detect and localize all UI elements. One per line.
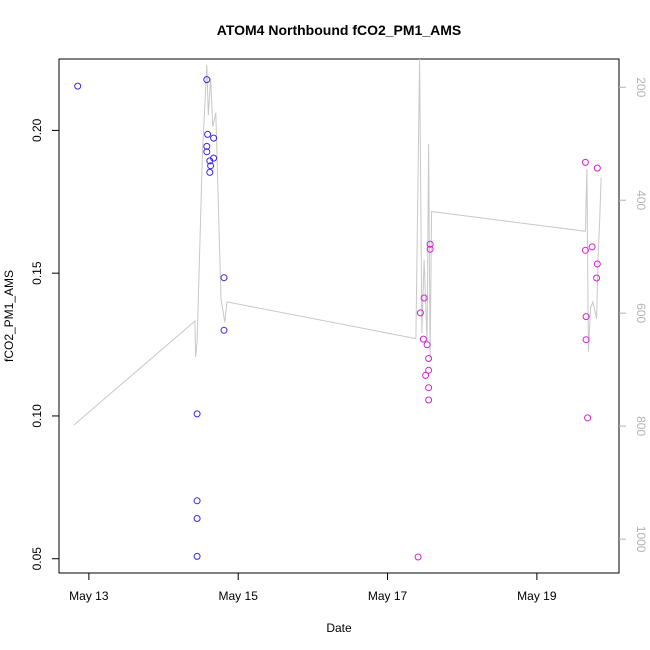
data-point-s1-2 xyxy=(420,294,428,302)
data-point-s1-16 xyxy=(584,414,592,422)
data-point-s0-14 xyxy=(220,274,228,282)
x-axis-label: Date xyxy=(326,621,352,635)
data-point-s1-4 xyxy=(423,341,431,349)
data-point-s1-8 xyxy=(425,384,433,392)
y2-tick-label-4: 1000 xyxy=(634,526,648,553)
data-point-s1-3 xyxy=(419,335,427,343)
axes: 0.05 0.10 0.15 0.20 May 13 May 15 May 17 May 19… xyxy=(30,77,648,603)
data-point-s1-7 xyxy=(425,366,433,374)
plot-marks xyxy=(73,58,602,561)
data-point-s0-12 xyxy=(207,162,215,170)
y-tick-label-1: 0.10 xyxy=(30,404,44,428)
data-point-s1-0 xyxy=(414,553,422,561)
data-point-s1-15 xyxy=(582,336,590,344)
x-tick-label-0: May 13 xyxy=(69,589,109,603)
data-point-s1-9 xyxy=(425,396,433,404)
y-axis-label: fCO2_PM1_AMS xyxy=(2,270,16,362)
secondary-series-line xyxy=(73,58,602,426)
y2-tick-label-1: 400 xyxy=(634,190,648,210)
y-tick-label-3: 0.20 xyxy=(30,118,44,142)
data-point-s0-11 xyxy=(210,134,218,142)
data-point-s0-5 xyxy=(203,76,211,84)
data-point-s0-8 xyxy=(203,148,211,156)
data-point-s1-12 xyxy=(581,158,589,166)
data-point-s0-3 xyxy=(193,515,201,522)
data-point-s0-6 xyxy=(204,130,212,138)
data-point-s0-4 xyxy=(193,552,201,560)
data-point-s0-7 xyxy=(203,142,211,150)
data-point-s1-10 xyxy=(426,240,434,248)
data-point-s0-2 xyxy=(193,497,201,505)
chart-title: ATOM4 Northbound fCO2_PM1_AMS xyxy=(217,22,462,38)
data-point-s1-5 xyxy=(422,371,430,379)
y-tick-label-2: 0.15 xyxy=(30,261,44,285)
data-point-s1-19 xyxy=(593,260,601,268)
x-tick-label-2: May 17 xyxy=(368,589,408,603)
data-point-s1-18 xyxy=(593,164,601,172)
data-point-s1-17 xyxy=(588,243,596,251)
data-point-s1-11 xyxy=(426,245,434,253)
y-tick-label-0: 0.05 xyxy=(30,547,44,571)
data-point-s0-15 xyxy=(220,326,228,334)
data-point-s1-20 xyxy=(593,274,601,282)
data-point-s0-1 xyxy=(193,410,201,418)
data-point-s1-14 xyxy=(582,313,590,321)
plot-frame xyxy=(58,58,620,574)
y2-tick-label-3: 800 xyxy=(634,416,648,436)
data-point-s0-0 xyxy=(74,82,82,90)
x-tick-label-3: May 19 xyxy=(517,589,557,603)
data-point-s0-13 xyxy=(206,168,214,176)
y2-tick-label-2: 600 xyxy=(634,303,648,323)
x-tick-label-1: May 15 xyxy=(219,589,259,603)
data-point-s1-13 xyxy=(581,246,589,254)
data-point-s1-1 xyxy=(416,309,424,317)
data-point-s1-6 xyxy=(425,355,433,362)
y2-tick-label-0: 200 xyxy=(634,77,648,97)
data-point-s0-10 xyxy=(210,154,218,162)
